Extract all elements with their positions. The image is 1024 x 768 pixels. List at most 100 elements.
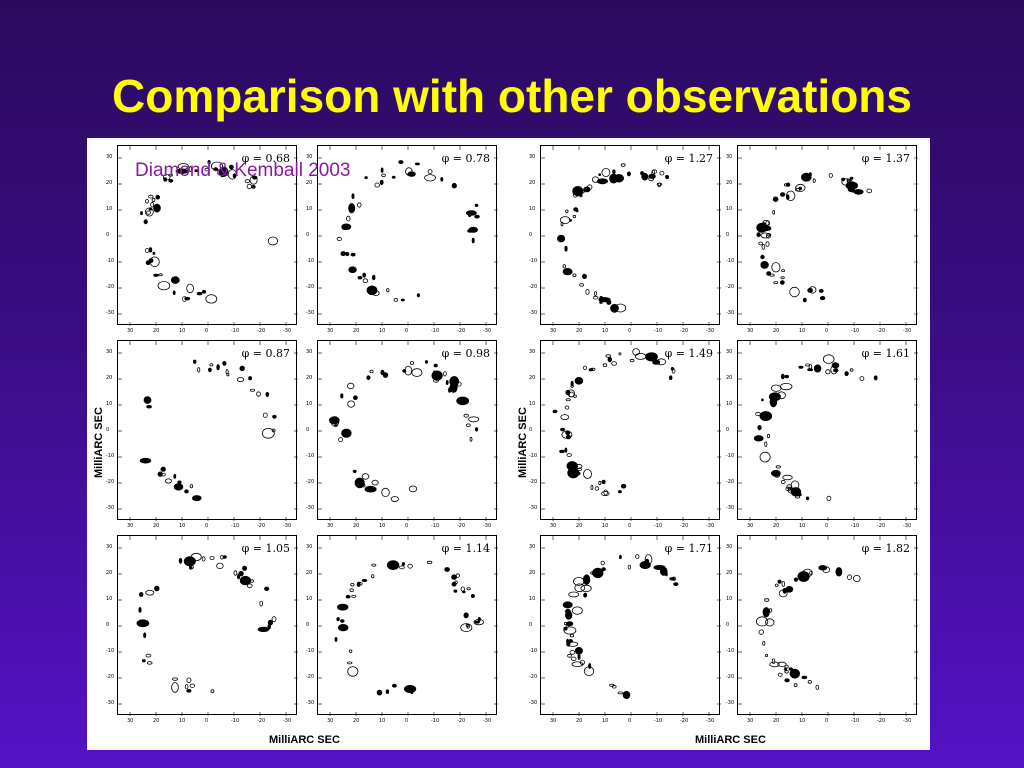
maser-spot [201,289,207,294]
maser-spot [426,560,433,564]
maser-spot [600,560,605,566]
maser-spot [582,574,591,585]
x-tick-label: 30 [747,718,754,724]
maser-spot [474,203,479,208]
maser-map-panel: φ = 0.87 [117,340,298,521]
y-tick-label: 10 [529,206,536,212]
maser-spot [145,589,155,596]
maser-spot [143,632,147,639]
maser-spot [798,186,802,191]
maser-spot [801,675,808,680]
figure-credit: Diamond & Kemball 2003 [135,160,351,181]
maser-spot [143,219,148,225]
maser-spot [635,554,640,560]
maser-spot [592,567,604,579]
x-tick-label: -30 [903,523,912,529]
maser-spot [348,203,356,214]
maser-spot [777,672,783,677]
x-tick-label: -20 [257,523,266,529]
maser-spot [376,689,383,696]
x-tick-label: -10 [851,523,860,529]
maser-spot [765,241,770,247]
maser-spot [364,176,368,180]
maser-spot [239,365,245,372]
maser-spot [470,594,475,599]
maser-spot [173,483,184,491]
maser-spot [756,616,769,627]
maser-spot [563,626,577,635]
maser-spot [567,654,572,658]
maser-spot [775,465,781,469]
y-tick-label: -20 [306,674,315,680]
y-tick-label: 20 [529,375,536,381]
maser-spot [465,423,471,427]
y-tick-label: -30 [726,700,735,706]
phase-label: φ = 0.78 [441,152,490,165]
maser-spot [400,298,405,302]
maser-spot [242,565,248,571]
maser-spot [247,583,253,589]
y-tick-label: 30 [306,349,313,355]
y-tick-label: -30 [726,310,735,316]
maser-spot [145,199,149,204]
maser-spot [451,581,457,587]
maser-spot [347,400,355,408]
maser-spot [371,479,379,486]
maser-spot [364,485,377,493]
maser-spot [822,354,835,364]
maser-spot [445,380,449,386]
maser-spot [220,171,227,177]
x-tick-label: 0 [205,523,209,529]
maser-spot [354,477,365,489]
maser-spot [629,358,635,363]
maser-spot [671,576,677,581]
x-tick-label: 20 [153,718,160,724]
maser-spot [644,554,653,565]
maser-spot [805,496,810,501]
maser-spot [265,391,270,398]
maser-spot [227,169,237,180]
x-tick-label: -30 [483,523,492,529]
maser-spot [766,433,771,439]
x-tick-label: 20 [576,523,583,529]
maser-spot [144,207,154,217]
y-tick-label: 0 [529,427,533,433]
maser-spot [609,683,615,687]
maser-spot [853,189,864,195]
maser-spot [780,382,793,391]
phase-label: φ = 1.14 [441,542,490,555]
x-tick-label: -20 [680,718,689,724]
y-tick-label: 30 [106,544,113,550]
y-tick-label: 10 [529,596,536,602]
x-tick-label: 10 [179,523,186,529]
maser-spot [758,241,763,246]
maser-spot [371,274,376,281]
maser-spot [236,377,245,383]
phase-label: φ = 1.05 [241,542,290,555]
y-tick-label: 0 [106,622,110,628]
maser-spot [213,167,219,172]
maser-spot [591,176,600,183]
maser-spot [139,457,152,464]
x-tick-label: -10 [231,328,240,334]
maser-spot [407,563,413,569]
maser-spot [790,480,800,490]
maser-spot [463,612,469,619]
maser-spot [173,473,177,479]
maser-spot [575,209,579,213]
maser-spot [760,398,764,402]
maser-spot [847,186,854,192]
x-tick-label: -20 [877,718,886,724]
x-tick-label: 10 [379,523,386,529]
maser-spot [564,245,568,252]
y-tick-label: 10 [529,401,536,407]
maser-spot [346,215,351,222]
maser-spot [392,683,397,688]
maser-spot [357,275,363,280]
maser-spot [619,554,622,560]
maser-spot [259,600,264,607]
maser-spot [146,404,152,409]
maser-spot [759,451,771,463]
maser-spot [433,363,438,368]
maser-spot [809,571,813,575]
